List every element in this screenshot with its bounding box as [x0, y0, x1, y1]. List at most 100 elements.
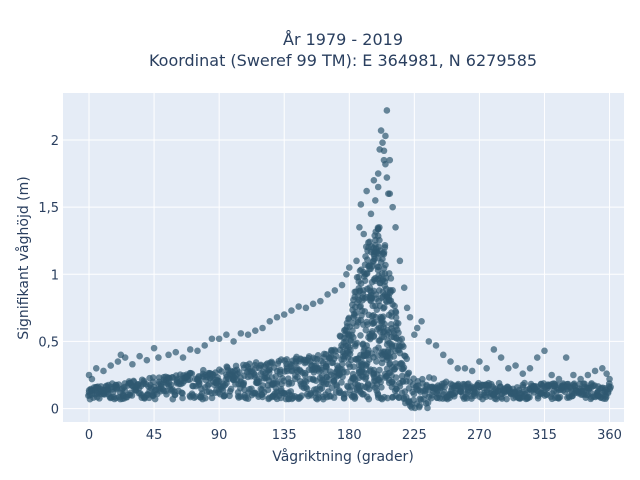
scatter-cloud-point — [351, 311, 358, 319]
scatter-point — [606, 375, 613, 383]
scatter-cloud-point — [163, 390, 170, 398]
scatter-cloud-point — [362, 374, 370, 381]
scatter-point — [150, 344, 158, 352]
x-tick-label: 0 — [85, 428, 93, 443]
scatter-cloud-point — [375, 376, 383, 384]
x-tick-labels: 0 45 90 135 180 225 270 315 360 — [85, 428, 622, 443]
scatter-point — [519, 370, 527, 377]
scatter-cloud-point — [376, 236, 383, 244]
scatter-cloud-point — [354, 293, 362, 301]
scatter-point — [129, 360, 136, 368]
scatter-cloud-point — [179, 394, 186, 402]
scatter-point — [85, 389, 93, 396]
scatter-point — [143, 356, 151, 364]
scatter-cloud-point — [169, 386, 176, 393]
scatter-cloud-point — [382, 274, 390, 282]
scatter-point — [382, 160, 389, 168]
x-tick-label: 225 — [402, 428, 427, 443]
scatter-cloud-point — [399, 365, 407, 373]
scatter-point — [363, 187, 370, 195]
scatter-point — [512, 362, 519, 369]
scatter-point — [603, 370, 610, 377]
scatter-cloud-point — [218, 368, 225, 375]
scatter-point — [230, 338, 237, 345]
scatter-cloud-point — [441, 383, 449, 391]
scatter-cloud-point — [333, 381, 340, 389]
scatter-cloud-point — [314, 352, 322, 359]
scatter-cloud-point — [487, 380, 495, 388]
scatter-point — [259, 324, 266, 332]
scatter-point — [461, 364, 469, 372]
scatter-point — [425, 338, 433, 345]
y-tick-label: 1,5 — [38, 201, 59, 216]
x-tick-label: 180 — [337, 428, 362, 443]
scatter-cloud-point — [375, 344, 382, 351]
scatter-cloud-point — [338, 379, 345, 386]
scatter-cloud-point — [349, 370, 357, 378]
scatter-cloud-point — [199, 366, 207, 374]
scatter-point — [377, 127, 385, 134]
scatter-point — [186, 346, 194, 353]
chart-title: År 1979 - 2019 — [283, 30, 403, 49]
scatter-cloud-point — [561, 388, 569, 396]
y-tick-label: 2 — [51, 134, 59, 149]
y-tick-labels: 0 0,5 1 1,5 2 — [38, 134, 59, 418]
scatter-point — [252, 327, 259, 334]
scatter-point — [244, 331, 252, 339]
scatter-cloud-point — [338, 360, 346, 368]
scatter-cloud-point — [375, 243, 382, 251]
scatter-point — [302, 304, 310, 312]
scatter-point — [533, 354, 541, 361]
scatter-cloud-point — [463, 395, 470, 402]
scatter-point — [374, 183, 382, 191]
scatter-cloud-point — [404, 370, 412, 378]
scatter-cloud-point — [381, 241, 389, 249]
scatter-cloud-point — [128, 392, 136, 399]
scatter-point — [570, 371, 577, 379]
scatter-cloud-point — [395, 329, 402, 337]
scatter-cloud-point — [424, 404, 431, 412]
scatter-point — [383, 174, 391, 181]
scatter-cloud-point — [385, 270, 393, 277]
scatter-cloud-point — [236, 369, 243, 376]
scatter-point — [208, 335, 216, 343]
scatter-cloud-point — [149, 374, 157, 381]
scatter-point — [490, 346, 498, 353]
scatter-point — [360, 230, 368, 238]
scatter-point — [357, 201, 365, 208]
scatter-point — [107, 362, 115, 369]
scatter-cloud-point — [330, 394, 338, 401]
x-tick-label: 90 — [211, 428, 228, 443]
y-axis-title: Signifikant våghöjd (m) — [15, 176, 32, 339]
scatter-point — [562, 354, 570, 361]
scatter-point — [215, 335, 223, 343]
scatter-point — [439, 351, 447, 359]
scatter-cloud-point — [403, 355, 411, 363]
scatter-point — [468, 367, 476, 375]
scatter-point — [288, 307, 295, 314]
scatter-point — [280, 311, 288, 318]
scatter-cloud-point — [373, 358, 380, 365]
scatter-cloud-point — [357, 332, 364, 339]
scatter-cloud-point — [380, 248, 388, 256]
scatter-point — [584, 371, 592, 379]
scatter-point — [413, 324, 421, 332]
scatter-point — [121, 354, 129, 361]
scatter-point — [374, 170, 382, 177]
scatter-cloud-point — [298, 392, 306, 399]
scatter-point — [383, 107, 391, 114]
scatter-point — [331, 287, 339, 294]
scatter-cloud-point — [315, 391, 322, 398]
scatter-cloud-point — [355, 273, 363, 281]
scatter-point — [92, 364, 100, 372]
scatter-point — [526, 364, 534, 372]
scatter-cloud-point — [350, 334, 357, 341]
scatter-point — [317, 297, 324, 305]
scatter-cloud-point — [367, 294, 374, 302]
scatter-point — [367, 210, 375, 218]
scatter-cloud-point — [391, 302, 398, 310]
scatter-cloud-point — [400, 343, 407, 350]
scatter-cloud-point — [503, 395, 510, 403]
